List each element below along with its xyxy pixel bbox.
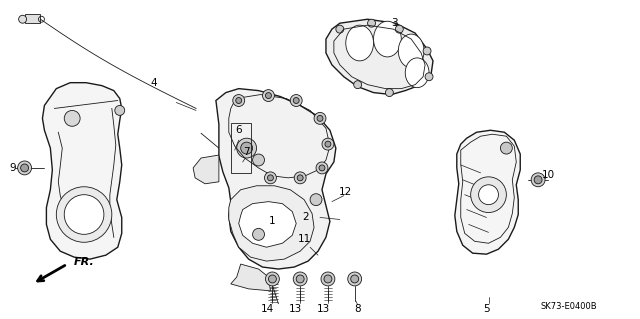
Polygon shape <box>229 186 314 261</box>
Ellipse shape <box>346 25 374 61</box>
Circle shape <box>64 195 104 234</box>
Circle shape <box>236 98 242 103</box>
Text: 1: 1 <box>269 217 276 226</box>
Text: FR.: FR. <box>74 257 95 267</box>
Circle shape <box>293 98 299 103</box>
Circle shape <box>348 272 362 286</box>
Circle shape <box>385 89 394 97</box>
Circle shape <box>297 175 303 181</box>
Circle shape <box>264 172 276 184</box>
Circle shape <box>396 25 403 33</box>
Circle shape <box>470 177 506 212</box>
Circle shape <box>241 142 253 154</box>
Circle shape <box>500 142 512 154</box>
Circle shape <box>56 187 112 242</box>
Circle shape <box>531 173 545 187</box>
Circle shape <box>291 94 302 107</box>
Polygon shape <box>193 155 219 184</box>
Polygon shape <box>326 19 433 94</box>
Circle shape <box>316 162 328 174</box>
Circle shape <box>115 106 125 115</box>
Circle shape <box>321 272 335 286</box>
Circle shape <box>322 138 334 150</box>
Text: 14: 14 <box>261 304 274 314</box>
Circle shape <box>324 275 332 283</box>
Ellipse shape <box>398 34 424 68</box>
Text: 2: 2 <box>302 212 308 222</box>
Circle shape <box>310 194 322 205</box>
Circle shape <box>319 165 325 171</box>
Circle shape <box>233 94 244 107</box>
Circle shape <box>268 175 273 181</box>
Circle shape <box>296 275 304 283</box>
Circle shape <box>325 141 331 147</box>
Text: 5: 5 <box>483 304 490 314</box>
Circle shape <box>367 19 376 27</box>
Text: SK73-E0400B: SK73-E0400B <box>541 302 598 311</box>
Text: 12: 12 <box>339 187 353 197</box>
Text: 4: 4 <box>150 78 157 88</box>
Circle shape <box>266 272 279 286</box>
Circle shape <box>253 228 264 240</box>
Text: 11: 11 <box>298 234 311 244</box>
Circle shape <box>479 185 499 204</box>
Text: 9: 9 <box>10 163 16 173</box>
Circle shape <box>534 176 542 184</box>
Circle shape <box>354 81 362 89</box>
Circle shape <box>19 15 27 23</box>
Circle shape <box>314 112 326 124</box>
Circle shape <box>253 154 264 166</box>
Text: 7: 7 <box>243 147 250 157</box>
Circle shape <box>64 110 80 126</box>
Bar <box>24 14 40 23</box>
Polygon shape <box>231 264 271 291</box>
Text: 13: 13 <box>316 304 330 314</box>
Circle shape <box>294 172 306 184</box>
Polygon shape <box>42 83 122 259</box>
Circle shape <box>293 272 307 286</box>
Text: 3: 3 <box>391 18 397 28</box>
Circle shape <box>425 73 433 81</box>
Text: 8: 8 <box>355 304 361 314</box>
Circle shape <box>18 161 31 175</box>
Circle shape <box>317 115 323 121</box>
Circle shape <box>262 90 275 101</box>
Circle shape <box>266 93 271 99</box>
Polygon shape <box>455 130 520 254</box>
Bar <box>219 140 246 156</box>
Ellipse shape <box>405 58 429 88</box>
Circle shape <box>351 275 358 283</box>
Text: 6: 6 <box>236 125 242 135</box>
Circle shape <box>268 275 276 283</box>
Circle shape <box>20 164 29 172</box>
Polygon shape <box>239 202 296 247</box>
Circle shape <box>237 138 257 158</box>
Text: 10: 10 <box>541 170 554 180</box>
Circle shape <box>336 25 344 33</box>
Circle shape <box>423 47 431 55</box>
Text: 13: 13 <box>289 304 302 314</box>
Polygon shape <box>216 89 336 269</box>
Ellipse shape <box>374 21 401 57</box>
